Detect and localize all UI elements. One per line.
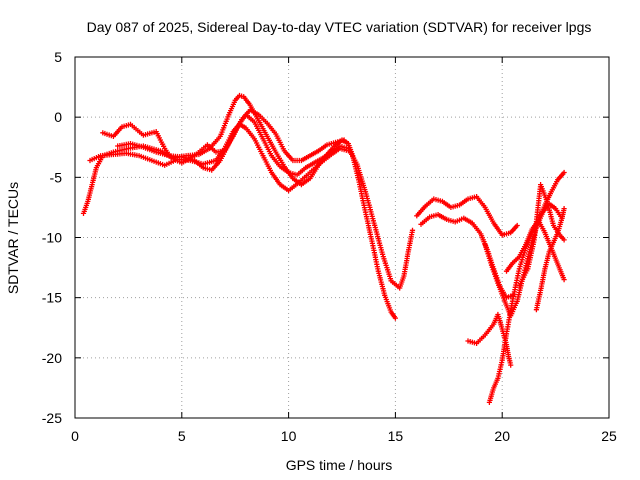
y-tick-label: -10: [42, 230, 62, 246]
x-axis-ticks: 0 5 10 15 20 25: [71, 57, 617, 444]
y-axis-ticks: -25 -20 -15 -10 -5 0 5: [42, 49, 609, 426]
x-tick-label: 0: [71, 428, 79, 444]
y-tick-label: 0: [54, 109, 62, 125]
series-track-b: [87, 121, 351, 194]
y-axis-label: SDTVAR / TECUs: [5, 182, 21, 294]
y-tick-label: -15: [42, 290, 62, 306]
x-tick-label: 10: [281, 428, 297, 444]
x-tick-label: 5: [178, 428, 186, 444]
chart-title: Day 087 of 2025, Sidereal Day-to-day VTE…: [87, 19, 592, 35]
series-track-l: [533, 206, 567, 313]
point-markers: [533, 206, 567, 313]
data-points: [80, 92, 567, 405]
y-tick-label: -5: [50, 169, 63, 185]
point-markers: [516, 182, 567, 289]
series-track-e: [414, 194, 520, 238]
y-tick-label: -25: [42, 410, 62, 426]
point-markers: [115, 112, 416, 291]
x-axis-label: GPS time / hours: [286, 457, 393, 473]
x-tick-label: 20: [494, 428, 510, 444]
series-track-k: [516, 182, 567, 289]
series-track-d: [115, 112, 416, 291]
point-markers: [87, 121, 351, 194]
x-tick-label: 25: [601, 428, 617, 444]
grid-lines: [75, 57, 609, 418]
point-markers: [414, 194, 520, 238]
y-tick-label: 5: [54, 49, 62, 65]
x-tick-label: 15: [388, 428, 404, 444]
y-tick-label: -20: [42, 350, 62, 366]
